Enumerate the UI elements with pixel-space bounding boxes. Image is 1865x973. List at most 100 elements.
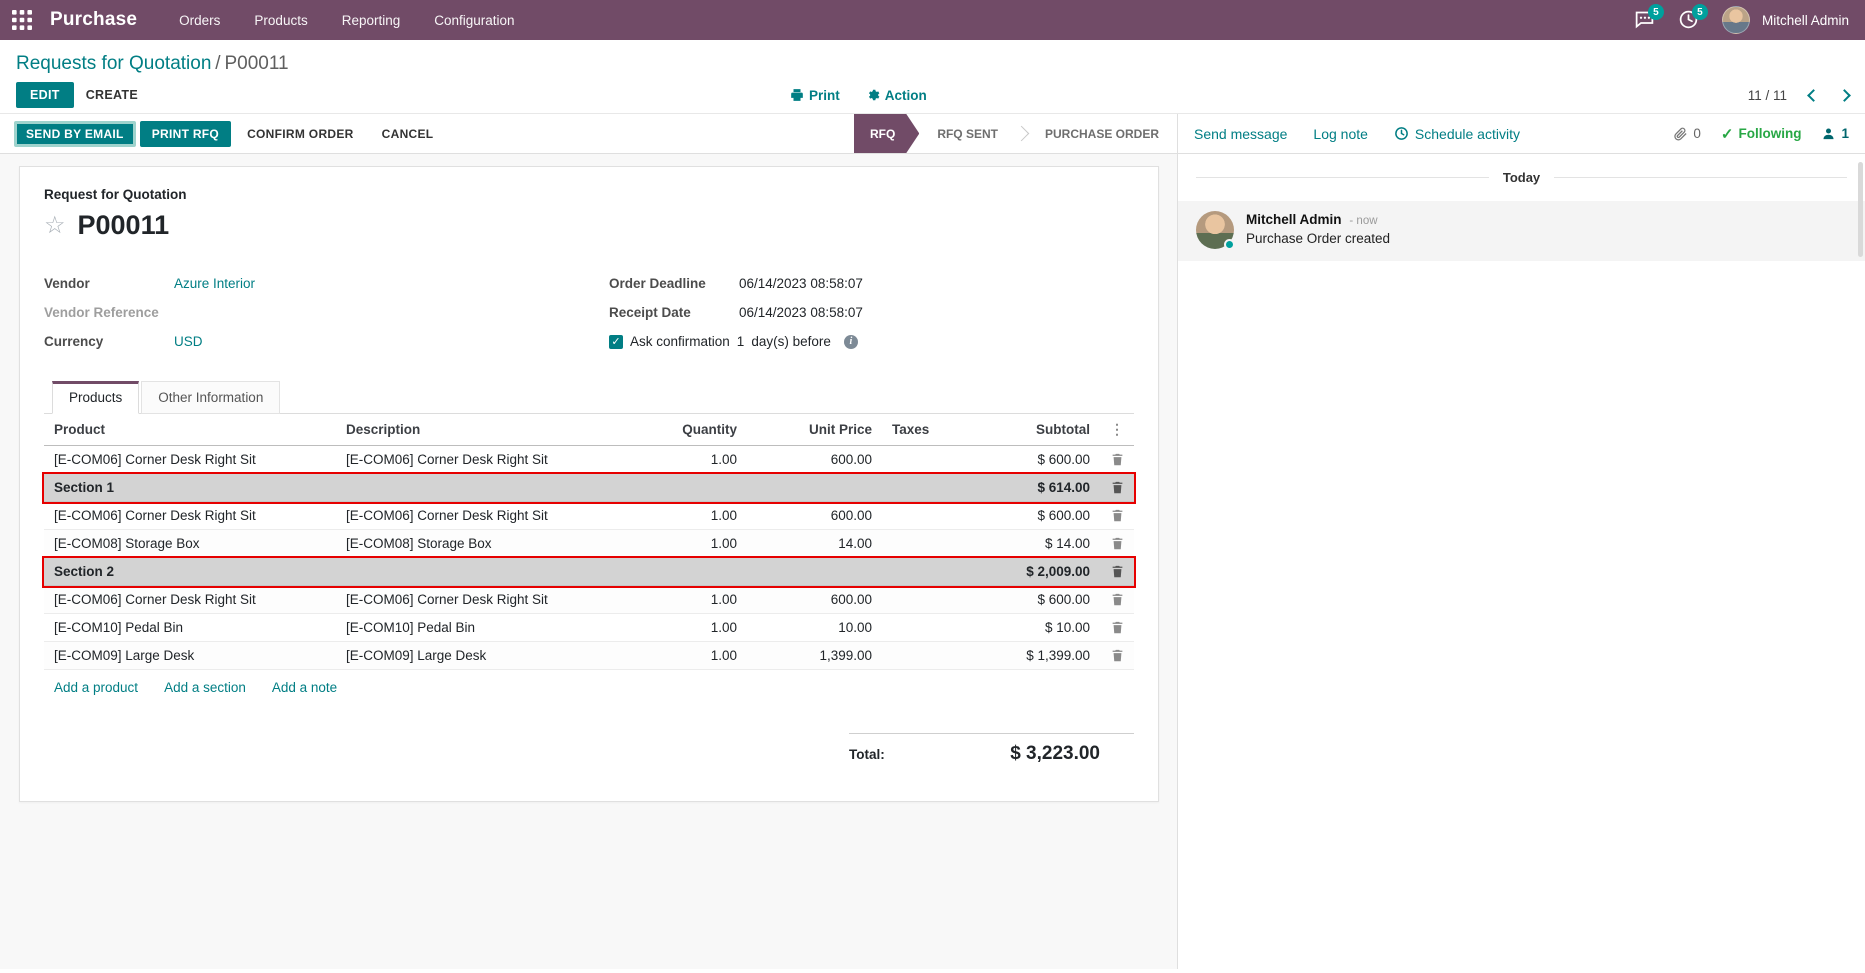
log-note-button[interactable]: Log note — [1313, 125, 1368, 142]
table-row[interactable]: [E-COM06] Corner Desk Right Sit [E-COM06… — [44, 586, 1134, 614]
action-menu[interactable]: Action — [866, 88, 927, 103]
add-product-link[interactable]: Add a product — [54, 680, 139, 695]
form-sheet: Request for Quotation ☆ P00011 Vendor Az… — [19, 166, 1159, 802]
followers-button[interactable]: 1 — [1821, 126, 1849, 141]
main-menu: Orders Products Reporting Configuration — [179, 13, 514, 28]
receipt-date-value[interactable]: 06/14/2023 08:58:07 — [739, 305, 863, 320]
confirm-order-button[interactable]: CONFIRM ORDER — [235, 121, 366, 147]
message-avatar[interactable] — [1196, 211, 1235, 250]
send-by-email-button[interactable]: SEND BY EMAIL — [14, 120, 136, 147]
pager-next-icon[interactable] — [1838, 88, 1851, 102]
pager-count: 11 / 11 — [1747, 87, 1787, 103]
edit-button[interactable]: EDIT — [16, 82, 74, 108]
scrollbar-thumb[interactable] — [1858, 162, 1863, 257]
print-menu[interactable]: Print — [790, 88, 840, 103]
total-label: Total: — [849, 747, 885, 762]
print-rfq-button[interactable]: PRINT RFQ — [139, 120, 232, 147]
person-icon — [1823, 128, 1834, 140]
col-subtotal[interactable]: Subtotal — [1036, 422, 1090, 437]
chatter-toolbar: Send message Log note Schedule activity … — [1178, 114, 1865, 153]
delete-row-icon[interactable] — [1100, 509, 1134, 522]
favorite-star-icon[interactable]: ☆ — [44, 211, 66, 239]
receipt-date-label: Receipt Date — [609, 305, 691, 320]
status-step-rfq[interactable]: RFQ — [854, 114, 919, 153]
add-note-link[interactable]: Add a note — [271, 680, 338, 695]
message-author[interactable]: Mitchell Admin — [1246, 212, 1342, 227]
section-row[interactable]: Section 1 $ 614.00 — [42, 472, 1136, 504]
status-steps: RFQ RFQ SENT PURCHASE ORDER — [854, 114, 1177, 153]
order-total: Total: $ 3,223.00 — [849, 733, 1134, 765]
ask-confirmation-suffix: day(s) before — [751, 334, 831, 349]
currency-value-link[interactable]: USD — [174, 334, 203, 349]
ask-confirmation-label: Ask confirmation — [630, 334, 730, 349]
printer-icon — [791, 89, 803, 101]
delete-row-icon[interactable] — [1100, 565, 1134, 578]
breadcrumb: Requests for Quotation / P00011 — [0, 40, 1865, 77]
schedule-activity-button[interactable]: Schedule activity — [1394, 126, 1520, 142]
app-name[interactable]: Purchase — [50, 9, 138, 30]
order-deadline-value[interactable]: 06/14/2023 08:58:07 — [739, 276, 863, 291]
tab-other-information[interactable]: Other Information — [141, 381, 281, 414]
status-step-purchase-order[interactable]: PURCHASE ORDER — [1044, 126, 1159, 141]
document-name: P00011 — [77, 210, 170, 240]
activities-icon[interactable]: 5 — [1678, 4, 1708, 31]
chatter-message[interactable]: Mitchell Admin - now Purchase Order crea… — [1178, 201, 1865, 261]
menu-orders[interactable]: Orders — [179, 12, 221, 28]
statusbar: SEND BY EMAIL PRINT RFQ CONFIRM ORDER CA… — [0, 113, 1865, 154]
section-row[interactable]: Section 2 $ 2,009.00 — [42, 556, 1136, 588]
order-deadline-label: Order Deadline — [609, 276, 706, 291]
optional-columns-icon[interactable]: ⋮ — [1110, 421, 1124, 437]
user-avatar[interactable] — [1721, 6, 1750, 34]
pager: 11 / 11 — [1747, 87, 1851, 103]
vendor-reference-label: Vendor Reference — [44, 305, 159, 320]
attachments-button[interactable]: 0 — [1673, 126, 1701, 141]
ask-confirmation-checkbox[interactable]: ✓ — [609, 334, 623, 349]
table-header-row: Product Description Quantity Unit Price … — [44, 414, 1134, 446]
send-message-button[interactable]: Send message — [1194, 125, 1288, 142]
table-row[interactable]: [E-COM09] Large Desk [E-COM09] Large Des… — [44, 642, 1134, 670]
table-row[interactable]: [E-COM06] Corner Desk Right Sit [E-COM06… — [44, 502, 1134, 530]
total-value: $ 3,223.00 — [1010, 743, 1100, 764]
delete-row-icon[interactable] — [1100, 649, 1134, 662]
document-type-label: Request for Quotation — [44, 187, 187, 202]
menu-products[interactable]: Products — [254, 12, 308, 28]
breadcrumb-separator: / — [215, 53, 221, 74]
create-button[interactable]: CREATE — [74, 82, 150, 108]
col-taxes[interactable]: Taxes — [892, 422, 930, 437]
vendor-value-link[interactable]: Azure Interior — [174, 276, 256, 291]
chatter-panel: Today Mitchell Admin - now Purchase Orde… — [1178, 154, 1865, 969]
table-row[interactable]: [E-COM08] Storage Box [E-COM08] Storage … — [44, 530, 1134, 558]
control-panel: EDIT CREATE Print Action 11 / 11 — [0, 77, 1865, 113]
paperclip-icon — [1674, 127, 1687, 141]
form-view: Request for Quotation ☆ P00011 Vendor Az… — [0, 154, 1178, 969]
tab-products[interactable]: Products — [52, 381, 140, 414]
delete-row-icon[interactable] — [1100, 453, 1134, 466]
delete-row-icon[interactable] — [1100, 621, 1134, 634]
pager-previous-icon[interactable] — [1807, 88, 1820, 102]
delete-row-icon[interactable] — [1100, 593, 1134, 606]
online-status-dot — [1224, 239, 1235, 250]
col-quantity[interactable]: Quantity — [682, 422, 737, 437]
breadcrumb-parent-link[interactable]: Requests for Quotation — [16, 53, 212, 74]
order-lines-table: Product Description Quantity Unit Price … — [42, 414, 1136, 765]
col-description[interactable]: Description — [346, 422, 421, 437]
delete-row-icon[interactable] — [1100, 537, 1134, 550]
delete-row-icon[interactable] — [1100, 481, 1134, 494]
user-name[interactable]: Mitchell Admin — [1761, 12, 1849, 28]
vendor-label: Vendor — [44, 276, 90, 291]
messages-icon[interactable]: 5 — [1634, 4, 1664, 31]
menu-reporting[interactable]: Reporting — [341, 12, 401, 28]
apps-grid-icon[interactable] — [12, 10, 32, 30]
notebook-tabs: Products Other Information — [44, 380, 1134, 414]
col-product[interactable]: Product — [54, 422, 106, 437]
following-button[interactable]: ✓ Following — [1720, 125, 1802, 143]
status-step-rfq-sent[interactable]: RFQ SENT — [937, 126, 998, 141]
ask-confirmation-days-field[interactable]: 1 — [736, 334, 745, 349]
table-row[interactable]: [E-COM10] Pedal Bin [E-COM10] Pedal Bin … — [44, 614, 1134, 642]
menu-configuration[interactable]: Configuration — [434, 12, 515, 28]
table-row[interactable]: [E-COM06] Corner Desk Right Sit [E-COM06… — [44, 446, 1134, 474]
top-navbar: Purchase Orders Products Reporting Confi… — [0, 0, 1865, 40]
col-unit-price[interactable]: Unit Price — [808, 422, 872, 437]
add-section-link[interactable]: Add a section — [164, 680, 246, 695]
cancel-button[interactable]: CANCEL — [370, 121, 446, 147]
